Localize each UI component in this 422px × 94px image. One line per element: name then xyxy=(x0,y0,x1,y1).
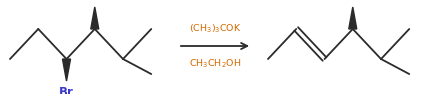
Polygon shape xyxy=(62,59,70,81)
Polygon shape xyxy=(91,7,99,29)
Text: CH$_3$CH$_2$OH: CH$_3$CH$_2$OH xyxy=(189,57,241,69)
Text: (CH$_3$)$_3$COK: (CH$_3$)$_3$COK xyxy=(189,22,241,35)
Text: Br: Br xyxy=(59,86,74,94)
Polygon shape xyxy=(349,7,357,29)
